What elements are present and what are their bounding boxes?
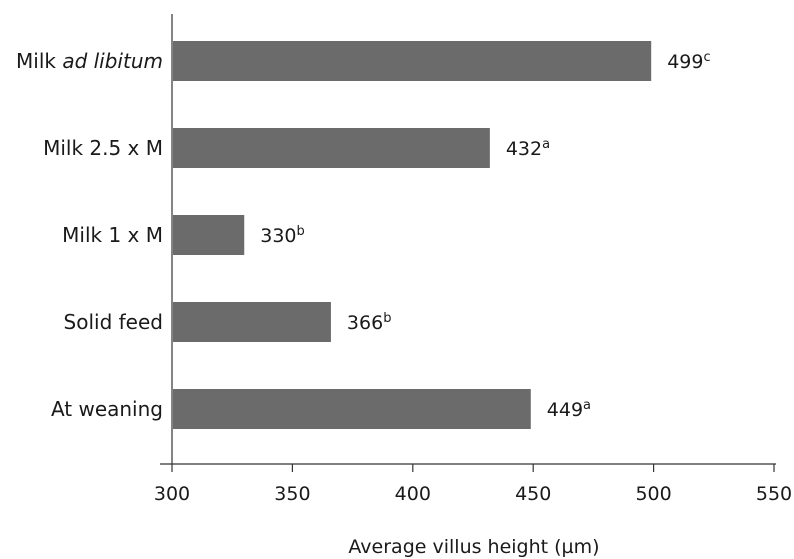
x-tick-label-3: 450 [515, 483, 551, 505]
x-ticks-group: 300 350 400 450 500 550 [154, 464, 792, 505]
value-number: 432 [506, 138, 542, 160]
value-label-0: 499c [667, 50, 710, 73]
category-label-2: Milk 1 x M [62, 223, 163, 247]
bars-group [173, 41, 652, 429]
category-labels-group: Milk ad libitum Milk 2.5 x M Milk 1 x M Sol… [16, 49, 163, 421]
value-superscript: a [542, 137, 550, 152]
value-label-3: 366b [347, 311, 392, 334]
value-superscript: c [703, 50, 710, 65]
value-number: 330 [260, 225, 296, 247]
category-label-4: At weaning [51, 397, 163, 421]
x-tick-label-0: 300 [154, 483, 190, 505]
category-label-0: Milk ad libitum [16, 49, 163, 73]
value-superscript: a [583, 398, 591, 413]
value-number: 499 [667, 51, 703, 73]
value-label-1: 432a [506, 137, 550, 160]
x-tick-label-4: 500 [635, 483, 671, 505]
value-label-4: 449a [547, 398, 591, 421]
x-axis-title: Average villus height (µm) [348, 536, 599, 558]
value-number: 366 [347, 312, 383, 334]
x-tick-label-1: 350 [274, 483, 310, 505]
bar-1 [173, 128, 490, 168]
value-superscript: b [383, 311, 391, 326]
bar-4 [173, 389, 531, 429]
value-label-2: 330b [260, 224, 305, 247]
bar-3 [173, 302, 331, 342]
x-tick-label-2: 400 [395, 483, 431, 505]
bar-0 [173, 41, 652, 81]
category-label-3: Solid feed [64, 310, 163, 334]
bar-2 [173, 215, 245, 255]
axes [160, 14, 776, 465]
x-tick-label-5: 550 [756, 483, 792, 505]
category-label-1: Milk 2.5 x M [43, 136, 163, 160]
value-number: 449 [547, 399, 583, 421]
value-superscript: b [297, 224, 305, 239]
